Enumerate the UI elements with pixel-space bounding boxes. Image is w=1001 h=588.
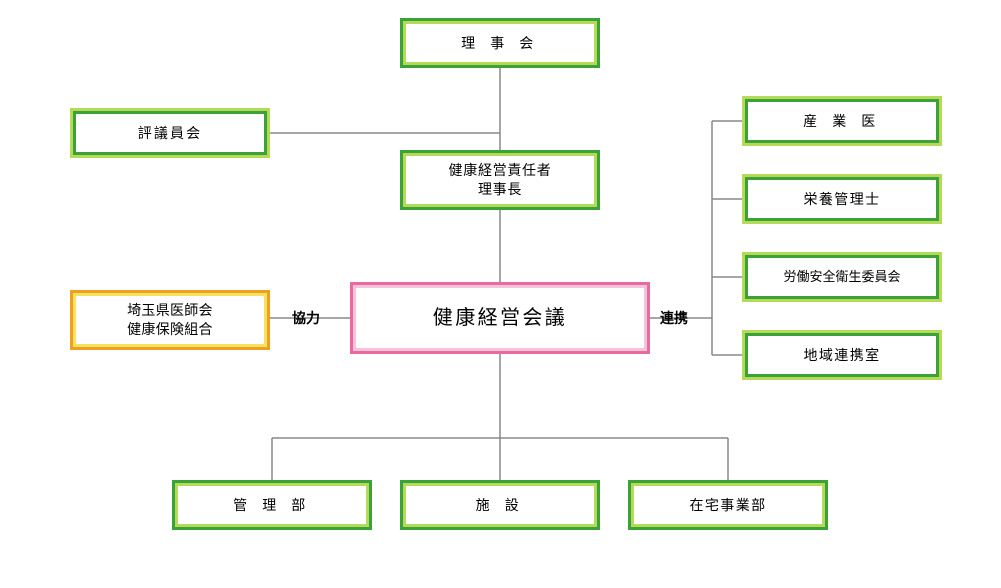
node-eiyo-label: 栄養管理士 [804,190,881,209]
node-roudou: 労働安全衛生委員会 [742,252,942,302]
edge-label-kyoryoku: 協力 [292,308,320,328]
node-sekininsha: 健康経営責任者 理事長 [400,150,600,210]
node-sangyoi: 産 業 医 [742,96,942,146]
node-saitama-label: 埼玉県医師会 健康保険組合 [127,301,213,339]
node-sekininsha-label: 健康経営責任者 理事長 [449,161,552,199]
node-hyogiin-label: 評議員会 [138,124,202,143]
node-rijikai-label: 理 事 会 [461,34,539,53]
node-saitama: 埼玉県医師会 健康保険組合 [70,290,270,350]
node-roudou-label: 労働安全衛生委員会 [783,268,900,286]
node-sangyoi-label: 産 業 医 [803,112,881,131]
node-chiiki: 地域連携室 [742,330,942,380]
edge-label-renkei: 連携 [660,308,688,328]
node-shisetsu-label: 施 設 [476,496,525,515]
org-chart: 理 事 会評議員会健康経営責任者 理事長健康経営会議 埼玉県医師会 健康保険組合 産… [0,0,1001,588]
node-kanri-label: 管 理 部 [233,496,311,515]
node-zaitaku-label: 在宅事業部 [690,496,767,515]
node-hyogiin: 評議員会 [70,108,270,158]
node-kaigi: 健康経営会議 [350,282,650,354]
node-chiiki-label: 地域連携室 [804,346,881,365]
node-kanri: 管 理 部 [172,480,372,530]
node-kaigi-label: 健康経営会議 [433,305,567,332]
node-zaitaku: 在宅事業部 [628,480,828,530]
node-eiyo: 栄養管理士 [742,174,942,224]
node-rijikai: 理 事 会 [400,18,600,68]
node-shisetsu: 施 設 [400,480,600,530]
